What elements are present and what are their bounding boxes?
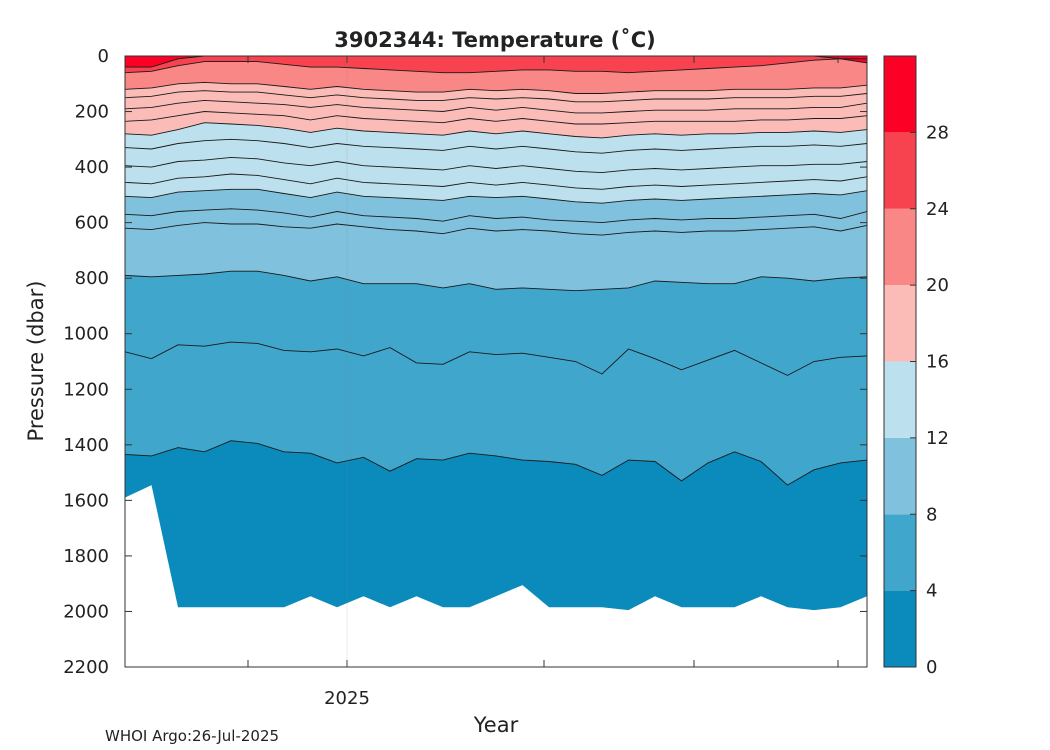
colorbar-band-20 [884,208,916,286]
y-tick-label: 1200 [63,379,109,400]
y-axis-label: Pressure (dbar) [24,281,48,442]
colorbar-tick-label: 12 [926,428,949,449]
contour-line-17 [125,111,867,125]
contour-line-8 [125,270,867,292]
colorbar-band-16 [884,285,916,362]
colorbar-band-0 [884,590,916,667]
contour-line-24 [125,58,867,74]
chart-title: 3902344: Temperature (˚C) [334,28,655,52]
y-tick-label: 1800 [63,546,109,567]
y-tick-label: 200 [75,102,109,123]
y-tick-label: 800 [75,268,109,289]
y-tick-label: 1400 [63,435,109,456]
x-axis: 2025 [247,56,839,709]
contour-line-15 [125,138,867,154]
x-tick-label: 2025 [324,688,370,709]
y-tick-label: 0 [98,46,109,67]
contour-line-6 [125,341,867,376]
plot-frame [124,55,868,668]
colorbar-tick-label: 4 [926,581,937,602]
y-tick-label: 600 [75,213,109,234]
colorbar-tick-label: 24 [926,199,949,220]
y-tick-label: 1600 [63,490,109,511]
y-tick-label: 1000 [63,324,109,345]
colorbar-tick-label: 28 [926,122,949,143]
contour-line-4 [125,440,867,486]
colorbar: 0 4 8 12 16 20 24 28 [883,55,949,678]
contour-lines [125,56,867,486]
y-tick-label: 400 [75,157,109,178]
colorbar-band-24 [884,132,916,209]
band-fill-24 [125,56,867,73]
contour-fill-area [125,56,867,667]
y-axis: 0 200 400 600 800 1000 1200 1400 1600 1800 2000 220… [63,46,867,678]
no-data-mask [125,485,867,667]
colorbar-band-28 [884,56,916,133]
colorbar-tick-label: 20 [926,275,949,296]
colorbar-band-8 [884,437,916,515]
contour-line-10 [125,222,867,236]
contour-line-12 [125,188,867,204]
contour-line-13 [125,173,867,190]
x-axis-label: Year [473,713,519,737]
colorbar-tick-label: 0 [926,657,937,678]
contour-line-11 [125,208,867,224]
colorbar-band-12 [884,361,916,438]
contour-line-14 [125,156,867,174]
contour-line-20 [125,81,867,94]
colorbar-band-4 [884,514,916,591]
y-tick-label: 2000 [63,601,109,622]
contour-line-16 [125,122,867,139]
colorbar-tick-label: 8 [926,504,937,525]
no-data-region [125,485,867,667]
contour-line-19 [125,90,867,103]
y-tick-label: 2200 [63,657,109,678]
colorbar-tick-label: 16 [926,352,949,373]
credit-text: WHOI Argo:26-Jul-2025 [105,727,279,745]
contour-line-18 [125,99,867,114]
